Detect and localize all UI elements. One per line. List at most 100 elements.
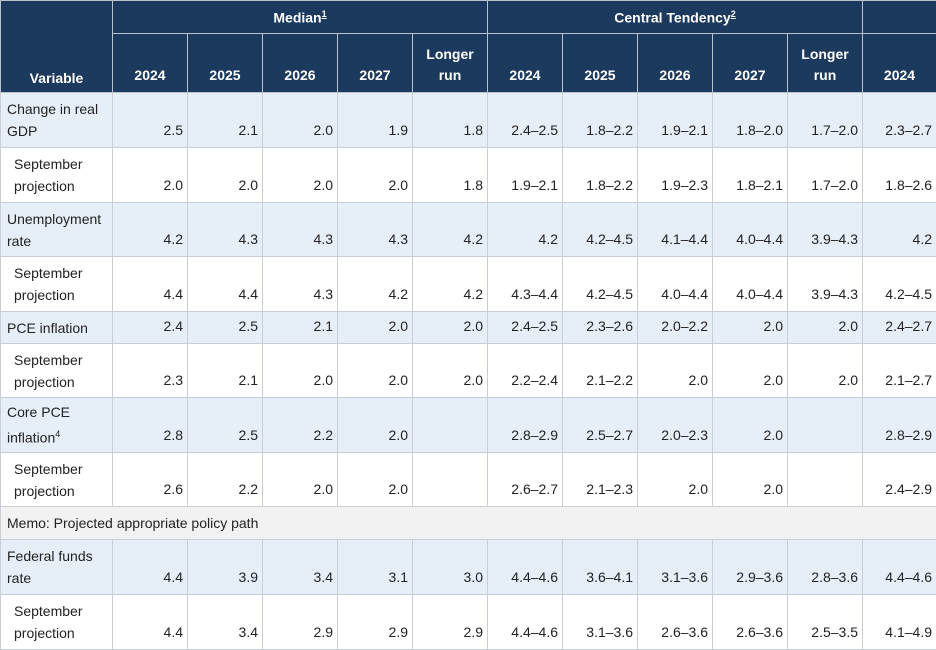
value-cell: 2.2 bbox=[188, 453, 263, 507]
row-label: September projection bbox=[1, 257, 113, 312]
value-cell: 3.4 bbox=[263, 540, 338, 595]
value-cell: 2.5 bbox=[188, 398, 263, 453]
value-cell: 4.0–4.4 bbox=[713, 203, 788, 257]
value-cell: 4.4–4.6 bbox=[863, 540, 936, 595]
value-cell: 4.1–4.9 bbox=[863, 595, 936, 650]
group-label: Median bbox=[273, 9, 321, 25]
value-cell: 2.4–2.5 bbox=[488, 312, 563, 344]
value-cell: 2.0 bbox=[638, 344, 713, 398]
column-header: 2025 bbox=[188, 34, 263, 93]
value-cell: 4.2 bbox=[488, 203, 563, 257]
value-cell: 2.2 bbox=[263, 398, 338, 453]
value-cell: 2.2–2.4 bbox=[488, 344, 563, 398]
value-cell: 1.9–2.1 bbox=[488, 148, 563, 203]
value-cell: 2.1 bbox=[263, 312, 338, 344]
value-cell: 1.9–2.3 bbox=[638, 148, 713, 203]
value-cell: 2.3 bbox=[113, 344, 188, 398]
column-header: 2024 bbox=[113, 34, 188, 93]
value-cell: 4.2 bbox=[413, 257, 488, 312]
row-label: September projection bbox=[1, 453, 113, 507]
value-cell: 3.0 bbox=[413, 540, 488, 595]
value-cell: 4.4 bbox=[113, 257, 188, 312]
variable-header: Variable bbox=[1, 1, 113, 93]
value-cell: 4.3 bbox=[263, 203, 338, 257]
value-cell: 4.0–4.4 bbox=[638, 257, 713, 312]
value-cell: 2.4–2.9 bbox=[863, 453, 936, 507]
column-header: 2024 bbox=[488, 34, 563, 93]
value-cell: 2.0 bbox=[338, 312, 413, 344]
value-cell bbox=[413, 453, 488, 507]
row-label: September projection bbox=[1, 148, 113, 203]
row-label: Change in real GDP bbox=[1, 93, 113, 148]
value-cell: 2.0 bbox=[263, 148, 338, 203]
footnote-link[interactable]: 2 bbox=[731, 9, 736, 19]
value-cell: 2.6–3.6 bbox=[713, 595, 788, 650]
value-cell: 2.3–2.7 bbox=[863, 93, 936, 148]
value-cell: 2.6–2.7 bbox=[488, 453, 563, 507]
row-label-text: Unemployment rate bbox=[7, 211, 101, 249]
value-cell: 2.4–2.7 bbox=[863, 312, 936, 344]
row-label: September projection bbox=[1, 344, 113, 398]
value-cell: 3.9 bbox=[188, 540, 263, 595]
value-cell: 2.6 bbox=[113, 453, 188, 507]
value-cell: 4.4–4.6 bbox=[488, 595, 563, 650]
value-cell: 1.7–2.0 bbox=[788, 93, 863, 148]
value-cell: 2.0 bbox=[263, 453, 338, 507]
value-cell: 2.0–2.2 bbox=[638, 312, 713, 344]
footnote-link[interactable]: 1 bbox=[322, 9, 327, 19]
value-cell: 1.9 bbox=[338, 93, 413, 148]
value-cell: 1.8 bbox=[413, 148, 488, 203]
table-row: Memo: Projected appropriate policy path bbox=[1, 507, 936, 540]
value-cell: 3.9–4.3 bbox=[788, 203, 863, 257]
value-cell: 4.3 bbox=[188, 203, 263, 257]
value-cell: 4.1–4.4 bbox=[638, 203, 713, 257]
value-cell: 4.4 bbox=[113, 595, 188, 650]
column-header: 2025 bbox=[563, 34, 638, 93]
value-cell: 2.9 bbox=[413, 595, 488, 650]
value-cell: 1.7–2.0 bbox=[788, 148, 863, 203]
row-label-text: September projection bbox=[14, 156, 82, 194]
value-cell: 2.5 bbox=[113, 93, 188, 148]
row-label-text: Core PCE inflation bbox=[7, 404, 70, 446]
value-cell: 4.2 bbox=[413, 203, 488, 257]
column-header: 2026 bbox=[263, 34, 338, 93]
value-cell: 2.0 bbox=[338, 453, 413, 507]
value-cell bbox=[788, 453, 863, 507]
value-cell: 4.2–4.5 bbox=[863, 257, 936, 312]
value-cell: 4.4–4.6 bbox=[488, 540, 563, 595]
value-cell: 1.8–2.2 bbox=[563, 148, 638, 203]
value-cell: 3.4 bbox=[188, 595, 263, 650]
value-cell: 2.1–2.3 bbox=[563, 453, 638, 507]
value-cell: 2.5–2.7 bbox=[563, 398, 638, 453]
value-cell: 4.0–4.4 bbox=[713, 257, 788, 312]
value-cell: 2.0 bbox=[713, 312, 788, 344]
value-cell: 3.1–3.6 bbox=[563, 595, 638, 650]
value-cell: 2.8–3.6 bbox=[788, 540, 863, 595]
value-cell: 4.4 bbox=[113, 540, 188, 595]
value-cell: 2.5 bbox=[188, 312, 263, 344]
value-cell: 4.4 bbox=[188, 257, 263, 312]
row-label: PCE inflation bbox=[1, 312, 113, 344]
value-cell bbox=[788, 398, 863, 453]
footnote-link[interactable]: 4 bbox=[55, 429, 60, 439]
value-cell: 2.0 bbox=[713, 398, 788, 453]
value-cell: 4.3 bbox=[338, 203, 413, 257]
group-header bbox=[863, 1, 936, 34]
value-cell bbox=[413, 398, 488, 453]
value-cell: 2.9–3.6 bbox=[713, 540, 788, 595]
value-cell: 2.1 bbox=[188, 344, 263, 398]
row-label: Unemployment rate bbox=[1, 203, 113, 257]
value-cell: 2.0 bbox=[413, 312, 488, 344]
column-header: 2024 bbox=[863, 34, 936, 93]
value-cell: 4.3–4.4 bbox=[488, 257, 563, 312]
value-cell: 4.3 bbox=[263, 257, 338, 312]
value-cell: 4.2 bbox=[863, 203, 936, 257]
value-cell: 2.6–3.6 bbox=[638, 595, 713, 650]
